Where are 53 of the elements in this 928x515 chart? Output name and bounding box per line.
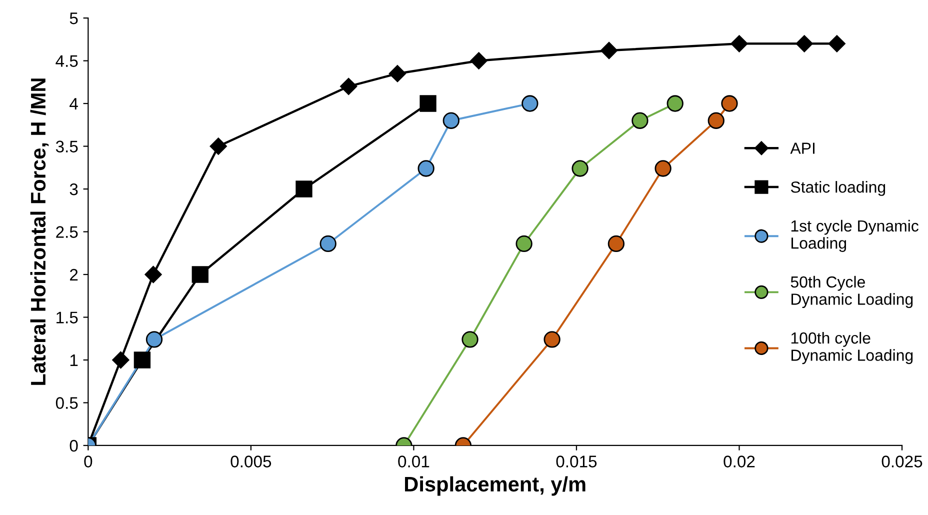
x-tick-label: 0.025 (882, 456, 922, 468)
point (632, 112, 648, 129)
point (418, 160, 434, 177)
point (296, 180, 312, 198)
y-tick-label: 4 (70, 98, 78, 110)
legend-label: 50th Cycle Dynamic Loading (790, 276, 913, 308)
point (796, 35, 813, 52)
y-axis-title: Lateral Horizontal Force, H /MN (30, 78, 49, 385)
y-tick-label: 1.5 (56, 312, 78, 324)
x-tick-label: 0.015 (556, 456, 597, 468)
y-tick-label: 5 (70, 12, 78, 24)
y-tick-label: 3.5 (56, 140, 78, 152)
point (112, 351, 130, 369)
point (340, 78, 358, 95)
point (608, 235, 625, 252)
point (654, 160, 672, 177)
point (544, 331, 560, 348)
point (210, 138, 227, 155)
point (730, 35, 748, 52)
x-axis-title: Displacement, y/m (405, 476, 586, 496)
y-tick-label: 4.5 (56, 55, 78, 67)
legend-label: 1st cycle Dynamic Loading (791, 220, 918, 252)
y-tick-label: 1 (70, 354, 78, 366)
legend-label: API (790, 142, 814, 154)
y-tick-label: 0 (70, 440, 78, 452)
x-tick-label: 0.01 (398, 456, 430, 468)
point (516, 235, 532, 252)
point (721, 95, 738, 112)
point (146, 331, 163, 348)
point (470, 52, 488, 70)
point (708, 112, 724, 129)
point (144, 266, 162, 284)
x-tick-label: 0 (84, 456, 92, 468)
y-tick-label: 2.5 (56, 226, 78, 238)
legend-label: 100th cycle Dynamic Loading (791, 332, 913, 364)
point (420, 95, 436, 112)
point (600, 42, 618, 60)
point (462, 331, 478, 348)
y-tick-label: 0.5 (56, 397, 78, 409)
point (522, 95, 538, 112)
point (192, 266, 208, 283)
point (572, 160, 588, 177)
y-tick-label: 3 (70, 183, 78, 196)
x-tick-label: 0.005 (230, 456, 272, 468)
point (388, 65, 406, 82)
point (442, 112, 460, 129)
point (666, 95, 684, 112)
point (134, 352, 151, 368)
x-tick-label: 0.02 (724, 456, 755, 468)
point (320, 235, 336, 252)
point (828, 35, 846, 52)
y-tick-label: 2 (70, 268, 78, 281)
legend-label: Static loading (790, 181, 886, 196)
